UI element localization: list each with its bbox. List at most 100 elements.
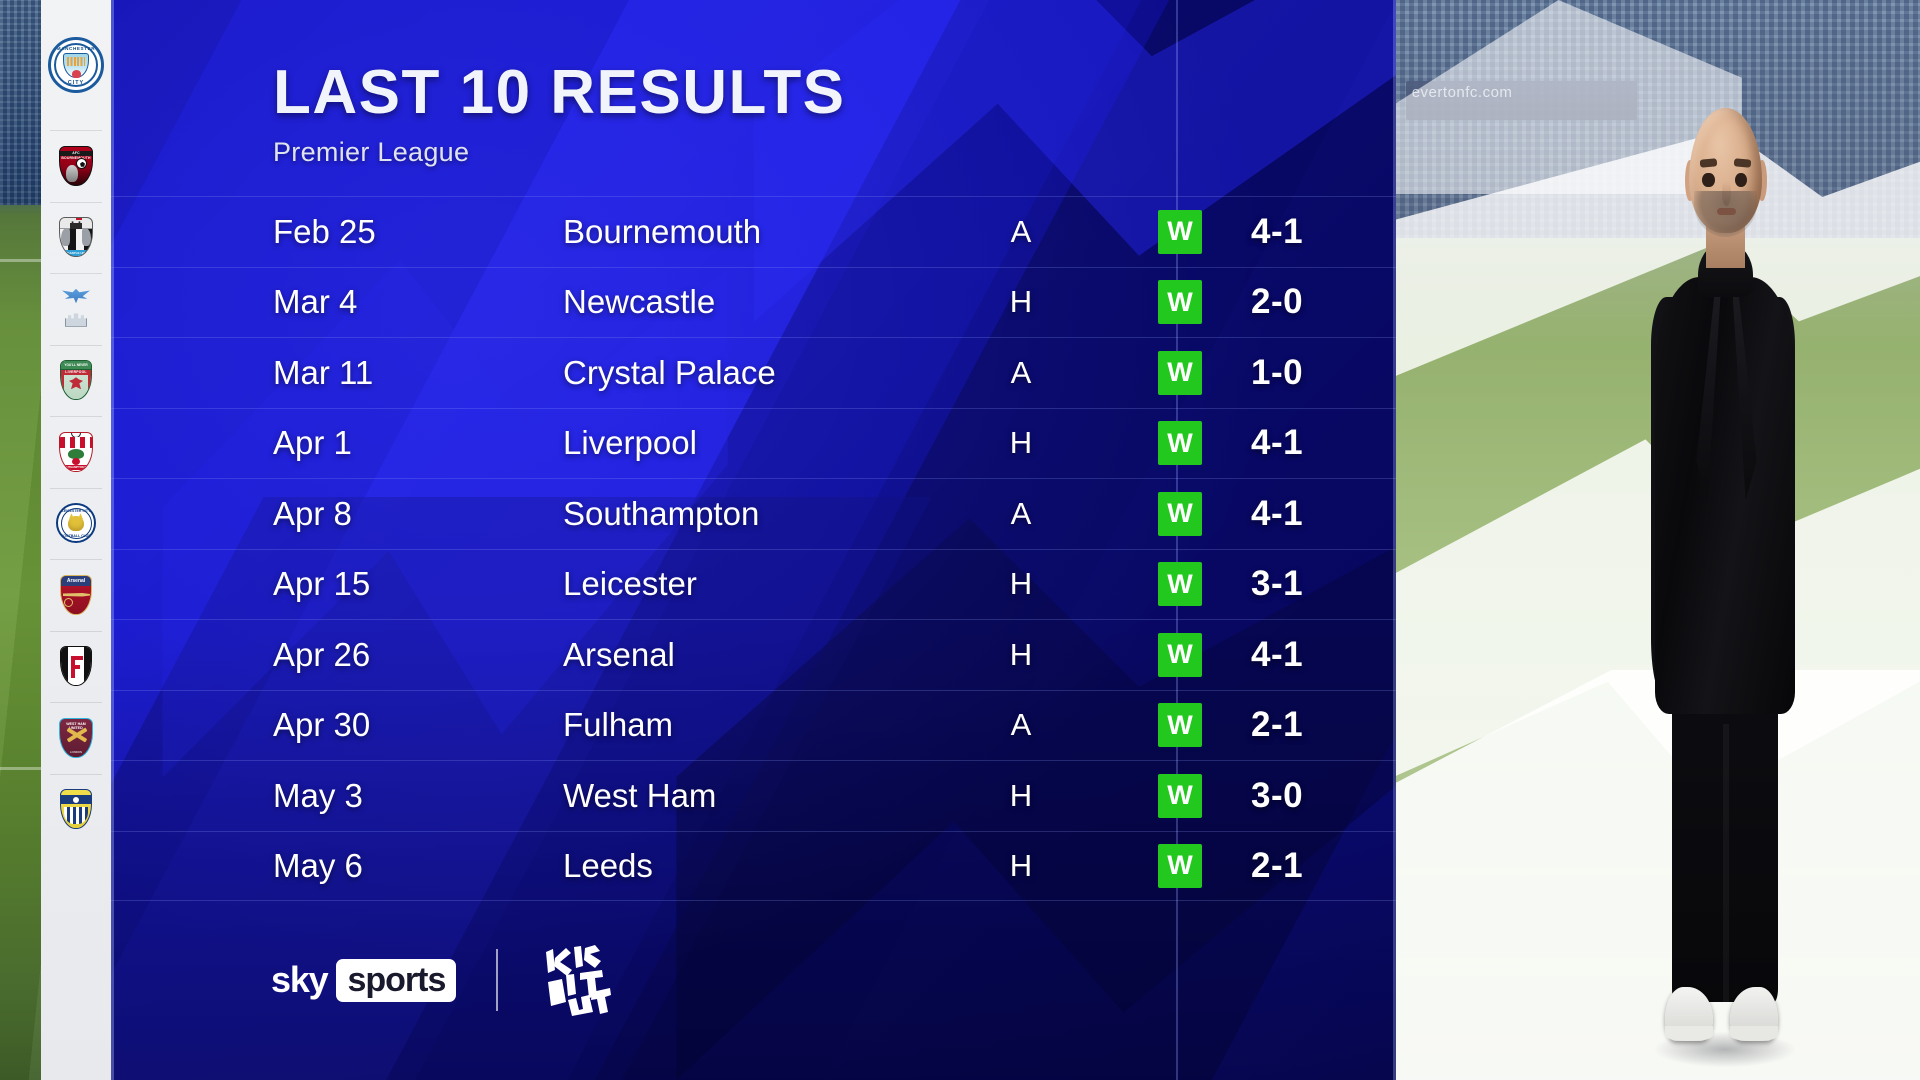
sidebar-crest-fulham[interactable] xyxy=(41,630,111,703)
status-badge: W xyxy=(1158,703,1202,748)
result-date: Apr 26 xyxy=(273,635,371,673)
figure-brow-left xyxy=(1699,157,1718,168)
page-title: LAST 10 RESULTS xyxy=(273,58,846,127)
result-venue: H xyxy=(1009,777,1033,813)
leicester-crest-icon: LEICESTER CITY FOOTBALL CLUB xyxy=(56,503,96,544)
result-opponent: Arsenal xyxy=(563,635,675,673)
result-score: 4-1 xyxy=(1251,423,1304,463)
figure-brow-right xyxy=(1733,157,1751,168)
panel-left-edge xyxy=(111,0,114,1080)
figure-jacket xyxy=(1655,276,1796,715)
result-venue: H xyxy=(1009,284,1033,320)
result-score: 2-0 xyxy=(1251,282,1304,322)
result-opponent: Liverpool xyxy=(563,424,697,462)
crest-text: SOUTHAMPTON F.C. xyxy=(62,465,90,469)
table-row[interactable]: Apr 8 Southampton A W 4-1 xyxy=(111,478,1396,549)
sidebar-crest-southampton[interactable]: SOUTHAMPTON F.C. xyxy=(41,416,111,488)
result-venue: A xyxy=(1010,213,1032,249)
table-row[interactable]: Feb 25 Bournemouth A W 4-1 xyxy=(111,196,1396,267)
sidebar-crest-west-ham[interactable]: WEST HAM UNITED LONDON xyxy=(41,702,111,774)
crest-text: LONDON xyxy=(70,749,82,754)
newcastle-crest-icon: NEWCASTLE UNITED xyxy=(59,217,93,258)
sidebar-crest-leicester[interactable]: LEICESTER CITY FOOTBALL CLUB xyxy=(41,487,111,560)
crest-text-bottom: CITY xyxy=(67,79,85,86)
figure-mouth xyxy=(1716,208,1737,216)
status-badge: W xyxy=(1158,491,1202,536)
result-date: May 6 xyxy=(273,846,363,884)
sidebar-crest-bournemouth[interactable]: AFC BOURNEMOUTH xyxy=(41,130,111,202)
southampton-crest-icon: SOUTHAMPTON F.C. xyxy=(59,431,93,472)
figure-leg-gap xyxy=(1722,724,1729,1003)
table-row[interactable]: May 3 West Ham H W 3-0 xyxy=(111,760,1396,831)
figure-ear-right xyxy=(1757,159,1767,202)
status-badge: W xyxy=(1158,773,1202,818)
crest-text: LIVERPOOL xyxy=(65,370,87,375)
panel-graphics xyxy=(111,0,1396,1080)
logo-divider xyxy=(496,949,499,1011)
sidebar-crest-liverpool[interactable]: YOU'LL NEVER WALK ALONE LIVERPOOL xyxy=(41,344,111,417)
table-row[interactable]: Apr 30 Fulham A W 2-1 xyxy=(111,689,1396,761)
status-badge: W xyxy=(1158,421,1202,466)
sidebar-crest-leeds[interactable] xyxy=(41,773,111,846)
result-score: 3-1 xyxy=(1251,564,1304,604)
result-score: 4-1 xyxy=(1251,634,1304,674)
status-badge: W xyxy=(1158,280,1202,325)
figure-eye-right xyxy=(1735,172,1748,188)
sidebar-crest-arsenal[interactable]: Arsenal xyxy=(41,559,111,631)
result-score: 2-1 xyxy=(1251,845,1304,885)
result-score: 2-1 xyxy=(1251,705,1304,745)
status-badge: W xyxy=(1158,350,1202,395)
crest-sidebar: MANCHESTER CITY AFC BOURNEMOUTH NEWCASTL… xyxy=(41,0,111,1080)
result-date: Apr 8 xyxy=(273,494,352,532)
sky-sports-logo: sky sports xyxy=(271,958,457,1002)
figure-legs xyxy=(1672,674,1779,1003)
crest-text: AFC BOURNEMOUTH xyxy=(61,150,91,160)
result-venue: H xyxy=(1009,847,1033,883)
crest-text: NEWCASTLE UNITED xyxy=(60,251,92,256)
sidebar-crest-crystal-palace[interactable] xyxy=(41,273,111,345)
result-date: Mar 11 xyxy=(273,353,374,391)
result-venue: A xyxy=(1010,354,1032,390)
result-date: Apr 15 xyxy=(273,565,371,603)
arsenal-crest-icon: Arsenal xyxy=(60,574,92,615)
manchester-city-crest-icon: MANCHESTER CITY xyxy=(48,37,104,93)
liverpool-crest-icon: YOU'LL NEVER WALK ALONE LIVERPOOL xyxy=(60,360,92,401)
result-venue: H xyxy=(1009,566,1033,602)
result-venue: A xyxy=(1010,707,1032,743)
figure-sole-left xyxy=(1665,1026,1714,1041)
column-divider xyxy=(1176,0,1178,1080)
result-opponent: West Ham xyxy=(563,776,717,814)
result-opponent: Crystal Palace xyxy=(563,353,776,391)
west-ham-crest-icon: WEST HAM UNITED LONDON xyxy=(59,717,93,758)
result-date: Feb 25 xyxy=(273,212,376,250)
result-opponent: Newcastle xyxy=(563,283,716,321)
crystal-palace-crest-icon xyxy=(59,288,93,329)
table-row[interactable]: May 6 Leeds H W 2-1 xyxy=(111,830,1396,901)
crest-text: Arsenal xyxy=(66,577,86,584)
results-table: Feb 25 Bournemouth A W 4-1 Mar 4 Newcastle H W 2-… xyxy=(111,196,1396,901)
panel-vignette xyxy=(111,0,1396,1080)
status-badge: W xyxy=(1158,562,1202,607)
table-row[interactable]: Mar 4 Newcastle H W 2-0 xyxy=(111,266,1396,338)
manager-photo-panel: evertonfc.com xyxy=(1396,0,1920,1080)
table-row[interactable]: Apr 1 Liverpool H W 4-1 xyxy=(111,407,1396,479)
result-venue: A xyxy=(1010,495,1032,531)
table-row[interactable]: Apr 26 Arsenal H W 4-1 xyxy=(111,619,1396,690)
panel-header: LAST 10 RESULTS Premier League xyxy=(273,62,846,168)
table-row[interactable]: Apr 15 Leicester H W 3-1 xyxy=(111,548,1396,620)
sidebar-crest-manchester-city[interactable]: MANCHESTER CITY xyxy=(41,0,111,130)
leeds-crest-icon xyxy=(60,789,92,830)
result-date: Mar 4 xyxy=(273,283,358,321)
crest-text: LEICESTER CITY xyxy=(61,509,91,514)
bournemouth-crest-icon: AFC BOURNEMOUTH xyxy=(59,145,93,186)
results-panel: LAST 10 RESULTS Premier League Feb 25 Bou… xyxy=(111,0,1396,1080)
result-score: 1-0 xyxy=(1251,352,1304,392)
crest-text-top: MANCHESTER xyxy=(56,46,96,51)
result-venue: H xyxy=(1009,636,1033,672)
result-opponent: Southampton xyxy=(563,494,760,532)
result-opponent: Leeds xyxy=(563,846,653,884)
table-row[interactable]: Mar 11 Crystal Palace A W 1-0 xyxy=(111,337,1396,408)
sidebar-crest-newcastle[interactable]: NEWCASTLE UNITED xyxy=(41,201,111,274)
figure-sole-right xyxy=(1730,1026,1779,1041)
